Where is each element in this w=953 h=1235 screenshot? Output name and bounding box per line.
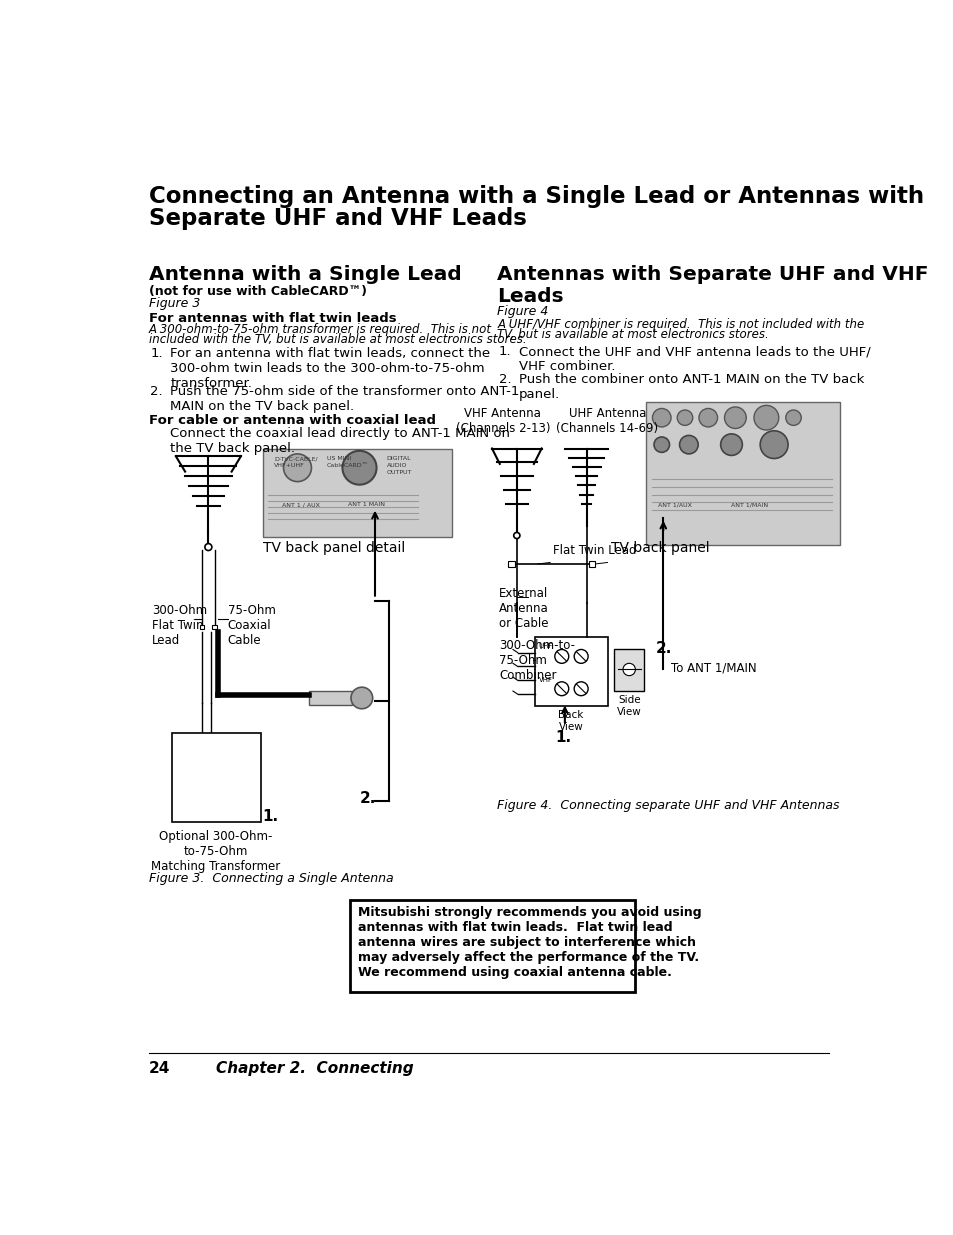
Text: VHF+UHF: VHF+UHF (274, 463, 305, 468)
Text: Mitsubishi strongly recommends you avoid using
antennas with flat twin leads.  F: Mitsubishi strongly recommends you avoid… (357, 906, 700, 979)
Text: Figure 3: Figure 3 (149, 296, 200, 310)
Text: 2.: 2. (498, 373, 511, 387)
Circle shape (679, 436, 698, 454)
Text: Connect the coaxial lead directly to ANT-1 MAIN on
the TV back panel.: Connect the coaxial lead directly to ANT… (171, 427, 510, 454)
Circle shape (652, 409, 670, 427)
Text: ANT 1 / AUX: ANT 1 / AUX (282, 503, 319, 508)
Text: Separate UHF and VHF Leads: Separate UHF and VHF Leads (149, 206, 526, 230)
Text: 75-Ohm
Coaxial
Cable: 75-Ohm Coaxial Cable (228, 604, 275, 647)
Text: TV back panel detail: TV back panel detail (262, 541, 404, 555)
Circle shape (283, 454, 311, 482)
Text: 300-Ohm-to-
75-Ohm
Combiner: 300-Ohm-to- 75-Ohm Combiner (498, 640, 575, 683)
Text: TV back panel: TV back panel (611, 541, 709, 555)
Text: US MINI: US MINI (327, 456, 351, 461)
Text: Figure 4: Figure 4 (497, 305, 548, 319)
Text: Leads: Leads (497, 287, 563, 306)
Text: 1.: 1. (262, 809, 278, 824)
Text: TV, but is available at most electronics stores.: TV, but is available at most electronics… (497, 329, 768, 341)
Circle shape (351, 687, 373, 709)
Text: D-TVC-CABLE/: D-TVC-CABLE/ (274, 456, 317, 461)
Text: UHF: UHF (537, 643, 553, 650)
Bar (350, 900, 635, 992)
Circle shape (753, 405, 778, 430)
Circle shape (230, 761, 249, 779)
Text: Figure 3.  Connecting a Single Antenna: Figure 3. Connecting a Single Antenna (149, 872, 393, 885)
Text: ANT 1/AUX: ANT 1/AUX (658, 503, 691, 508)
Circle shape (720, 433, 741, 456)
Text: For cable or antenna with coaxial lead: For cable or antenna with coaxial lead (149, 414, 436, 427)
Text: 1.: 1. (498, 346, 511, 358)
Text: Back
View: Back View (558, 710, 583, 732)
Bar (508, 561, 514, 567)
Bar (309, 692, 352, 705)
Text: DIGITAL: DIGITAL (386, 456, 411, 461)
Circle shape (699, 409, 717, 427)
Circle shape (677, 410, 692, 425)
Text: UHF Antenna
(Channels 14-69): UHF Antenna (Channels 14-69) (556, 406, 658, 435)
Text: Push the 75-ohm side of the transformer onto ANT-1
MAIN on the TV back panel.: Push the 75-ohm side of the transformer … (171, 385, 519, 414)
Text: 2.: 2. (150, 385, 163, 399)
Circle shape (622, 663, 635, 676)
Text: VHF: VHF (537, 677, 552, 683)
Text: Side
View: Side View (617, 695, 641, 716)
Bar (588, 561, 595, 567)
Circle shape (760, 431, 787, 458)
Text: Push the combiner onto ANT-1 MAIN on the TV back
panel.: Push the combiner onto ANT-1 MAIN on the… (518, 373, 863, 401)
Bar (199, 625, 204, 630)
Circle shape (513, 532, 519, 538)
Circle shape (723, 406, 745, 429)
Text: External
Antenna
or Cable: External Antenna or Cable (498, 587, 548, 630)
Circle shape (342, 451, 376, 484)
Text: 1.: 1. (150, 347, 163, 359)
Bar (262, 448, 452, 537)
Circle shape (654, 437, 669, 452)
Text: 300-Ohm
Flat Twin
Lead: 300-Ohm Flat Twin Lead (152, 604, 207, 647)
Text: Flat Twin Lead: Flat Twin Lead (553, 545, 636, 557)
Text: For an antenna with flat twin leads, connect the
300-ohm twin leads to the 300-o: For an antenna with flat twin leads, con… (171, 347, 490, 390)
Text: Antennas with Separate UHF and VHF: Antennas with Separate UHF and VHF (497, 266, 928, 284)
Circle shape (574, 650, 587, 663)
Bar (645, 403, 840, 545)
Text: ANT 1/MAIN: ANT 1/MAIN (731, 503, 768, 508)
Text: To ANT 1/MAIN: To ANT 1/MAIN (670, 662, 756, 674)
Circle shape (555, 682, 568, 695)
Text: included with the TV, but is available at most electronics stores.: included with the TV, but is available a… (149, 333, 526, 346)
Text: For antennas with flat twin leads: For antennas with flat twin leads (149, 312, 395, 325)
Circle shape (574, 682, 587, 695)
Bar (172, 734, 261, 823)
Text: Figure 4.  Connecting separate UHF and VHF Antennas: Figure 4. Connecting separate UHF and VH… (497, 799, 839, 811)
Bar (212, 625, 216, 630)
Text: 1.: 1. (555, 730, 571, 745)
Circle shape (205, 543, 212, 551)
Text: Chapter 2.  Connecting: Chapter 2. Connecting (216, 1061, 414, 1076)
Text: A UHF/VHF combiner is required.  This is not included with the: A UHF/VHF combiner is required. This is … (497, 317, 863, 331)
Text: OUTPUT: OUTPUT (386, 471, 412, 475)
Text: AUDIO: AUDIO (386, 463, 407, 468)
Text: Connect the UHF and VHF antenna leads to the UHF/
VHF combiner.: Connect the UHF and VHF antenna leads to… (518, 346, 870, 373)
Text: VHF Antenna
(Channels 2-13): VHF Antenna (Channels 2-13) (456, 406, 550, 435)
Text: CableCARD™: CableCARD™ (327, 463, 369, 468)
Text: 2.: 2. (359, 792, 375, 806)
Text: Optional 300-Ohm-
to-75-Ohm
Matching Transformer: Optional 300-Ohm- to-75-Ohm Matching Tra… (152, 830, 280, 873)
Text: Antenna with a Single Lead: Antenna with a Single Lead (149, 266, 461, 284)
Bar (534, 637, 608, 706)
Text: 24: 24 (149, 1061, 170, 1076)
Circle shape (555, 650, 568, 663)
Bar (614, 648, 643, 692)
Text: ANT 1 MAIN: ANT 1 MAIN (348, 503, 384, 508)
Circle shape (785, 410, 801, 425)
Text: 2.: 2. (655, 641, 671, 656)
Text: Connecting an Antenna with a Single Lead or Antennas with: Connecting an Antenna with a Single Lead… (149, 185, 923, 209)
Text: A 300-ohm-to-75-ohm transformer is required.  This is not: A 300-ohm-to-75-ohm transformer is requi… (149, 324, 491, 336)
Text: (not for use with CableCARD™): (not for use with CableCARD™) (149, 285, 366, 299)
